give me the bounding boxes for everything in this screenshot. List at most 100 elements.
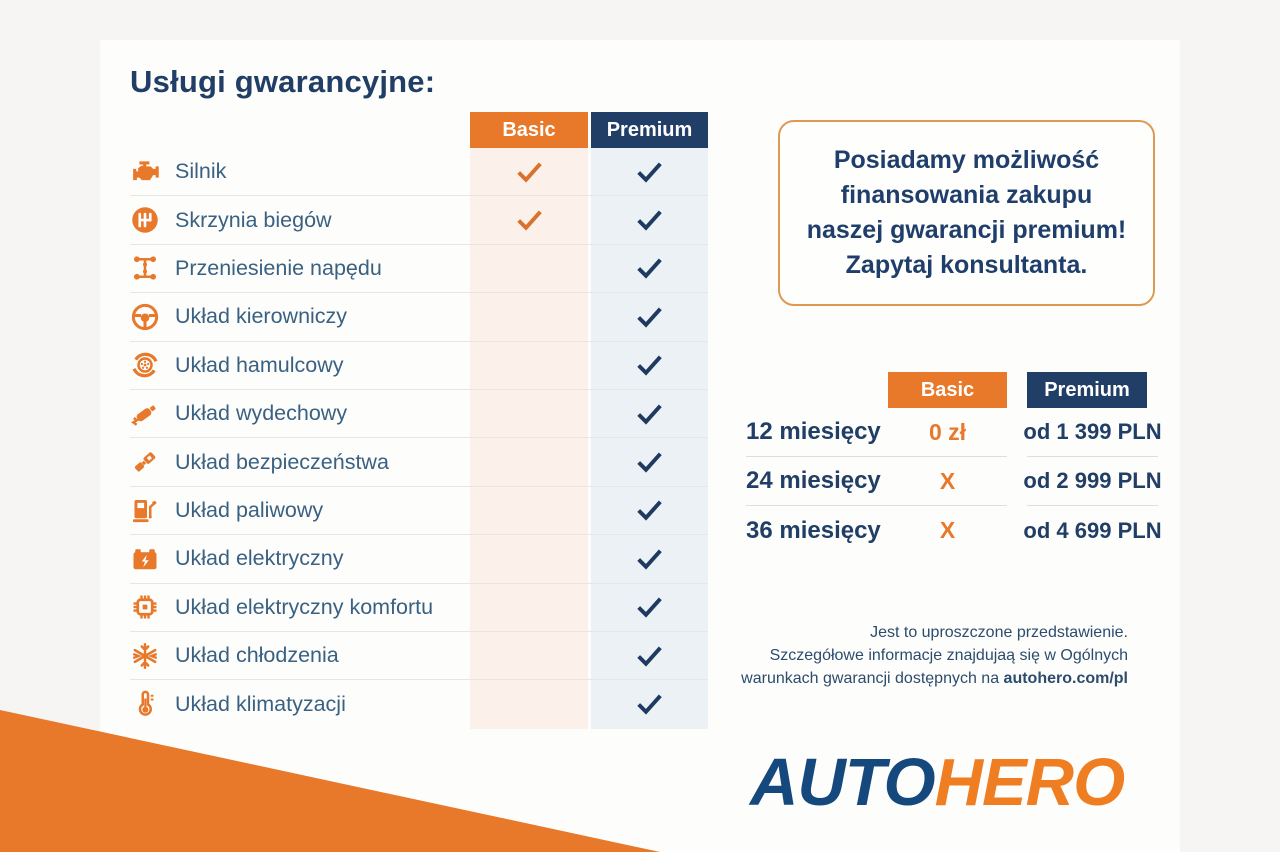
service-row: Przeniesienie napędu: [130, 244, 708, 294]
financing-text-line: Posiadamy możliwość: [833, 146, 1100, 174]
basic-cell: [470, 244, 588, 293]
basic-cell: [470, 196, 588, 244]
pricing-premium-header: Premium: [1027, 372, 1147, 408]
services-header: Basic Premium: [130, 112, 708, 148]
pricing-basic-value: X: [939, 467, 956, 494]
battery-icon: [130, 535, 175, 582]
check-icon: [636, 693, 663, 716]
check-icon: [636, 354, 663, 376]
check-icon: [636, 499, 663, 522]
check-icon: [636, 596, 663, 618]
drivetrain-icon: [130, 245, 175, 292]
basic-cell: [470, 438, 588, 486]
brake-disc-icon: [130, 342, 175, 389]
fuel-pump-icon: [130, 487, 175, 534]
service-row: Skrzynia biegów: [130, 196, 708, 245]
service-label: Silnik: [175, 159, 227, 184]
fine-print: Jest to uproszczone przedstawienie. Szcz…: [741, 621, 1128, 690]
fine-print-line: Szczegółowe informacje znajdujaą się w O…: [769, 647, 1128, 664]
basic-cell: [470, 631, 588, 680]
check-icon: [636, 548, 663, 570]
pricing-row: 12 miesięcy 0 zł od 1 399 PLN: [746, 408, 1162, 457]
service-row: Układ klimatyzacji: [130, 680, 708, 729]
premium-cell: [591, 341, 708, 389]
financing-info-box: Posiadamy możliwość finansowania zakupu …: [778, 120, 1155, 306]
service-row: Układ bezpieczeństwa: [130, 438, 708, 487]
pricing-basic-value: X: [939, 517, 956, 543]
premium-cell: [591, 389, 708, 438]
exhaust-icon: [130, 390, 175, 437]
premium-cell: [591, 680, 708, 729]
pricing-premium-value: od 1 399 PLN: [1023, 408, 1162, 457]
pricing-basic-value: 0 zł: [928, 418, 967, 445]
check-icon: [636, 451, 663, 473]
premium-cell: [591, 486, 708, 535]
check-icon: [636, 161, 663, 183]
premium-column-header: Premium: [591, 112, 708, 148]
pricing-row-left: 12 miesięcy 0 zł: [746, 408, 1007, 457]
pricing-row-left: 24 miesięcy X: [746, 457, 1007, 506]
service-label: Układ bezpieczeństwa: [175, 449, 389, 474]
basic-cell: [470, 293, 588, 341]
check-icon: [516, 161, 543, 183]
check-icon: [636, 645, 663, 667]
check-icon: [636, 403, 663, 425]
steering-wheel-icon: [130, 293, 175, 340]
service-label: Układ elektryczny: [175, 546, 344, 571]
financing-text-line: naszej gwarancji premium!: [806, 216, 1127, 244]
snowflake-icon: [130, 632, 175, 679]
premium-cell: [591, 631, 708, 680]
premium-cell: [591, 148, 708, 196]
basic-cell: [470, 535, 588, 583]
service-row: Układ wydechowy: [130, 389, 708, 439]
basic-cell: [470, 389, 588, 438]
pricing-column-gap: [1007, 372, 1027, 408]
seatbelt-icon: [130, 438, 175, 485]
premium-cell: [591, 293, 708, 341]
pricing-basic-header: Basic: [888, 372, 1007, 408]
service-label: Układ hamulcowy: [175, 352, 344, 377]
services-header-spacer: [130, 112, 470, 148]
service-row: Układ chłodzenia: [130, 631, 708, 681]
premium-cell: [591, 196, 708, 244]
gearbox-icon: [130, 196, 175, 243]
service-label: Układ elektryczny komfortu: [175, 594, 434, 619]
pricing-term: 36 miesięcy: [746, 516, 881, 544]
autohero-logo: AUTOHERO: [750, 744, 1125, 821]
basic-cell: [470, 148, 588, 196]
check-icon: [636, 257, 663, 280]
check-icon: [516, 209, 543, 231]
service-row: Układ hamulcowy: [130, 341, 708, 390]
service-label: Układ kierowniczy: [175, 304, 348, 329]
premium-cell: [591, 583, 708, 631]
pricing-premium-value: od 4 699 PLN: [1023, 517, 1162, 543]
thermometer-icon: [130, 680, 175, 728]
pricing-row-left: 36 miesięcy X: [746, 506, 1007, 555]
basic-cell: [470, 583, 588, 631]
premium-cell: [591, 244, 708, 293]
check-icon: [636, 306, 663, 328]
pricing-premium-value: od 2 999 PLN: [1023, 457, 1162, 506]
service-row: Układ kierowniczy: [130, 293, 708, 342]
financing-text-line: Zapytaj konsultanta.: [845, 251, 1088, 279]
logo-auto-text: AUTO: [750, 745, 936, 820]
service-label: Przeniesienie napędu: [175, 255, 382, 280]
pricing-header-spacer: [746, 372, 888, 408]
premium-cell: [591, 535, 708, 583]
chip-icon: [130, 584, 175, 631]
pricing-header: Basic Premium: [746, 372, 1158, 408]
basic-column-header: Basic: [470, 112, 588, 148]
fine-print-line: Jest to uproszczone przedstawienie.: [870, 624, 1128, 641]
engine-icon: [130, 148, 175, 195]
check-icon: [636, 209, 663, 231]
pricing-table: Basic Premium 12 miesięcy 0 zł od 1 399 PL…: [746, 372, 1162, 555]
service-row: Układ paliwowy: [130, 486, 708, 536]
services-rows: Silnik Skrzynia biegów Przeniesienie napęd…: [130, 148, 708, 729]
service-label: Układ paliwowy: [175, 497, 324, 522]
service-label: Układ wydechowy: [175, 401, 348, 426]
pricing-term: 24 miesięcy: [746, 467, 881, 494]
basic-cell: [470, 341, 588, 389]
